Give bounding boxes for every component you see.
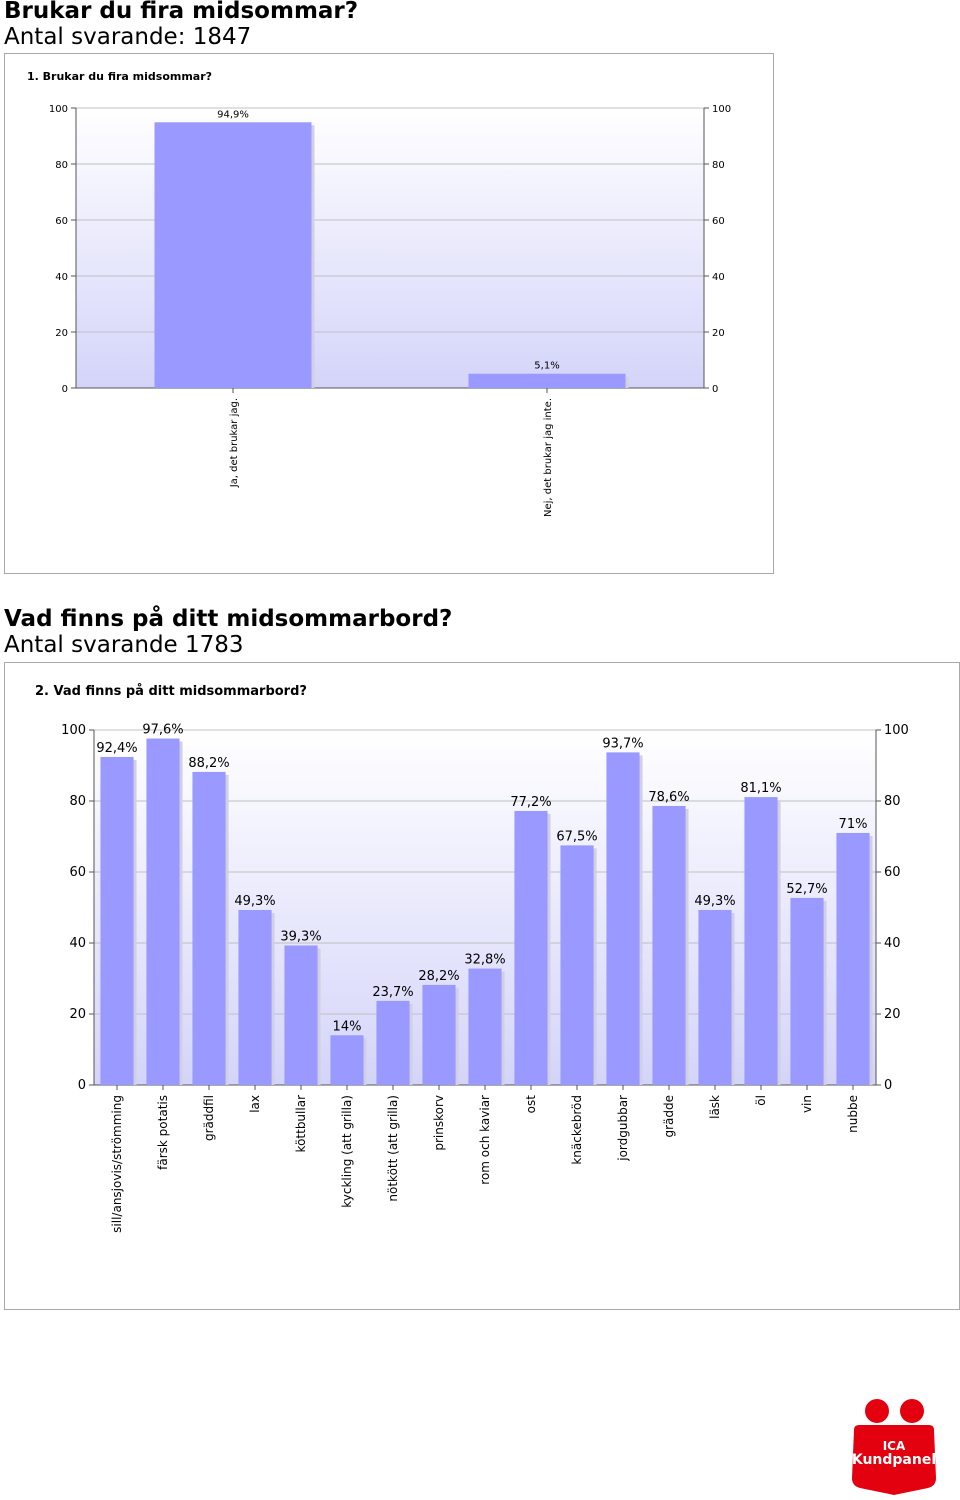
chart2-bar — [652, 805, 686, 1085]
chart1-ytick-label-right: 0 — [712, 384, 718, 395]
chart2-ytick-label-left: 0 — [78, 1078, 86, 1093]
chart2-value-label: 32,8% — [464, 953, 505, 968]
chart2-category-label: köttbullar — [294, 1095, 308, 1153]
chart-panel-1: 1. Brukar du fira midsommar? 0 0 20 20 40 40 60… — [4, 53, 774, 574]
chart2-value-label: 49,3% — [234, 894, 275, 909]
chart2-ytick-label-right: 40 — [884, 936, 901, 951]
chart1-bar — [468, 373, 626, 388]
chart2-ytick-label-left: 20 — [69, 1007, 86, 1022]
chart2-value-label: 81,1% — [740, 781, 781, 796]
chart2-bar — [146, 738, 180, 1085]
chart1-category-label: Nej, det brukar jag inte. — [543, 398, 554, 517]
chart2-value-label: 97,6% — [142, 723, 183, 738]
chart2-category-label: färsk potatis — [156, 1095, 170, 1170]
chart2-category-label: rom och kaviar — [478, 1095, 492, 1185]
chart2-category-label: nubbe — [846, 1095, 860, 1133]
chart2-value-label: 28,2% — [418, 969, 459, 984]
chart1-ytick-label-left: 20 — [55, 328, 68, 339]
logo-line-2: Kundpanel — [852, 1452, 936, 1468]
chart1-ytick-label-right: 60 — [712, 216, 725, 227]
chart1-ytick-label-left: 40 — [55, 272, 68, 283]
logo-head-right — [900, 1399, 924, 1423]
chart2-bar — [606, 752, 640, 1085]
chart-2-svg: 2. Vad finns på ditt midsommarbord? 0 0 20 2… — [35, 684, 909, 1233]
chart2-value-label: 23,7% — [372, 985, 413, 1000]
chart2-bar — [284, 945, 318, 1085]
chart2-title: 2. Vad finns på ditt midsommarbord? — [35, 684, 307, 699]
chart2-category-label: ost — [524, 1095, 538, 1114]
chart1-ytick-label-right: 40 — [712, 272, 725, 283]
chart2-value-label: 49,3% — [694, 894, 735, 909]
chart2-bar — [330, 1035, 364, 1085]
chart2-ytick-label-right: 100 — [884, 723, 909, 738]
heading-1-title: Brukar du fira midsommar? — [4, 0, 359, 24]
chart2-category-label: grädde — [662, 1095, 676, 1138]
chart2-bar — [238, 909, 272, 1085]
chart2-bar — [100, 756, 134, 1085]
chart2-value-label: 92,4% — [96, 741, 137, 756]
chart2-category-label: öl — [754, 1095, 768, 1106]
logo-line-1: ICA — [883, 1439, 906, 1453]
chart1-bar — [154, 122, 312, 388]
chart2-ytick-label-left: 40 — [69, 936, 86, 951]
chart2-category-label: jordgubbar — [616, 1095, 630, 1162]
chart2-bar — [192, 771, 226, 1085]
chart1-ytick-label-left: 0 — [62, 384, 68, 395]
chart2-bar — [422, 984, 456, 1085]
chart1-value-label: 94,9% — [217, 109, 249, 120]
chart2-category-label: lax — [248, 1095, 262, 1113]
chart2-category-label: läsk — [708, 1095, 722, 1119]
chart1-value-label: 5,1% — [534, 361, 559, 372]
chart1-title: 1. Brukar du fira midsommar? — [27, 70, 212, 83]
chart2-category-label: knäckebröd — [570, 1095, 584, 1165]
chart-panel-2: 2. Vad finns på ditt midsommarbord? 0 0 20 2… — [4, 662, 960, 1310]
chart2-value-label: 52,7% — [786, 882, 827, 897]
chart1-ytick-label-right: 100 — [712, 104, 731, 115]
heading-1-subtitle: Antal svarande: 1847 — [4, 24, 252, 50]
chart2-category-label: sill/ansjovis/strömming — [110, 1095, 124, 1233]
chart2-value-label: 77,2% — [510, 795, 551, 810]
logo-body — [852, 1425, 936, 1495]
chart2-value-label: 88,2% — [188, 756, 229, 771]
chart2-bar — [698, 909, 732, 1085]
ica-kundpanel-logo: ICA Kundpanel — [852, 1399, 936, 1495]
chart2-category-label: prinskorv — [432, 1095, 446, 1151]
chart2-category-label: vin — [800, 1095, 814, 1113]
chart1-ytick-label-left: 80 — [55, 160, 68, 171]
chart1-ytick-label-right: 20 — [712, 328, 725, 339]
chart2-bar — [836, 832, 870, 1085]
chart-1-svg: 1. Brukar du fira midsommar? 0 0 20 20 40 40 60… — [27, 70, 731, 517]
chart2-ytick-label-left: 60 — [69, 865, 86, 880]
chart2-value-label: 78,6% — [648, 790, 689, 805]
logo-head-left — [865, 1399, 889, 1423]
heading-2-subtitle: Antal svarande 1783 — [4, 632, 244, 658]
chart2-bar — [376, 1000, 410, 1085]
chart2-bar — [790, 897, 824, 1085]
chart2-bar — [560, 845, 594, 1085]
chart2-ytick-label-right: 80 — [884, 794, 901, 809]
chart2-value-label: 71% — [839, 817, 868, 832]
chart2-ytick-label-left: 100 — [61, 723, 86, 738]
chart2-category-label: nötkött (att grilla) — [386, 1095, 400, 1202]
chart1-ytick-label-left: 60 — [55, 216, 68, 227]
chart2-value-label: 67,5% — [556, 829, 597, 844]
chart1-category-label: Ja, det brukar jag. — [229, 398, 240, 488]
chart2-ytick-label-right: 60 — [884, 865, 901, 880]
chart2-ytick-label-right: 0 — [884, 1078, 892, 1093]
chart1-ytick-label-left: 100 — [49, 104, 68, 115]
chart2-category-label: gräddfil — [202, 1095, 216, 1141]
chart2-value-label: 39,3% — [280, 929, 321, 944]
heading-2-title: Vad finns på ditt midsommarbord? — [4, 606, 453, 632]
chart2-ytick-label-right: 20 — [884, 1007, 901, 1022]
heading-1: Brukar du fira midsommar? Antal svarande… — [4, 0, 358, 50]
chart2-value-label: 14% — [333, 1019, 362, 1034]
chart2-ytick-label-left: 80 — [69, 794, 86, 809]
chart1-ytick-label-right: 80 — [712, 160, 725, 171]
heading-2: Vad finns på ditt midsommarbord? Antal s… — [4, 606, 452, 658]
chart2-bar — [744, 797, 778, 1085]
chart2-bar — [468, 968, 502, 1085]
chart2-bar — [514, 810, 548, 1085]
chart2-category-label: kyckling (att grilla) — [340, 1095, 354, 1208]
chart2-value-label: 93,7% — [602, 736, 643, 751]
